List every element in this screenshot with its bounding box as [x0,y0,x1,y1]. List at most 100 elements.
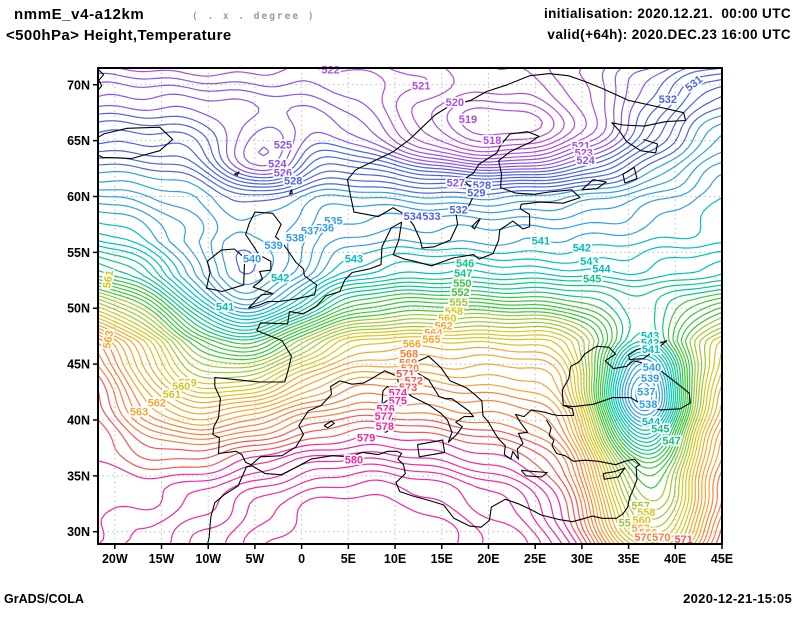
contour-label: 561 [101,269,116,289]
contour-label: 570 [401,363,419,375]
contour-label: 580 [345,455,363,467]
contour-label: 574 [389,388,408,400]
contour-label: 563 [130,407,148,419]
contour-label: 546 [456,258,474,270]
contour-label: 523 [575,147,593,159]
y-tick-label: 40N [67,413,90,427]
y-tick-label: 70N [67,78,90,92]
contour-label: 571 [396,369,414,381]
contour-label: 564 [424,327,443,339]
coastline-path [602,467,626,480]
contour-label: 547 [454,268,472,280]
model-title: nmmE_v4-a12km [14,6,145,23]
contour-label: 540 [243,254,261,266]
contour-label: 563 [632,523,650,535]
contour-label: 543 [345,254,363,266]
contour-label: 577 [375,411,393,423]
coastline-path [234,171,240,176]
contour-label: 544 [592,264,611,276]
coastline-path [622,166,638,184]
contour-label: 522 [321,65,339,77]
coastline-path [416,439,446,458]
contour-label: 544 [642,417,661,429]
contour-label: 569 [399,357,417,369]
contour-label: 541 [642,344,660,356]
coastline-path [98,126,174,160]
x-tick-label: 0 [298,552,305,566]
valid-time-label: valid(+64h): 2020.DEC.23 16:00 UTC [547,27,791,42]
y-tick-label: 35N [67,469,90,483]
contour-label: 579 [357,432,375,444]
grads-credit: GrADS/COLA [4,592,84,606]
contour-label: 558 [445,306,463,318]
x-tick-label: 10W [195,552,221,566]
coastline-path [520,469,548,478]
contour-label: 560 [438,313,456,325]
contour-label: 537 [301,226,319,238]
contour-label: 555 [449,297,467,309]
contour-label: 573 [399,382,417,394]
contour-label: 568 [400,349,418,361]
x-tick-label: 25E [524,552,546,566]
coastline-path [245,211,318,309]
contour-label: 537 [637,387,655,399]
x-tick-label: 15W [149,552,175,566]
contour-label: 533 [422,211,440,223]
init-time-label: initialisation: 2020.12.21. 00:00 UTC [543,6,791,21]
contour-label: 535 [324,216,342,228]
contour-label: 559 [178,378,196,390]
contour-label: 526 [274,168,292,180]
x-tick-label: 30E [571,552,593,566]
y-tick-label: 55N [67,246,90,260]
contour-label: 572 [405,375,423,387]
contour-label: 543 [641,331,659,343]
contour-label: 560 [172,381,190,393]
contour-label: 519 [459,114,477,126]
creation-timestamp: 2020-12-21-15:05 [683,591,792,606]
y-tick-label: 50N [67,302,90,316]
coastline-path [323,420,335,429]
contour-label: 541 [532,236,550,248]
contour-label: 561 [163,389,181,401]
contour-label: 527 [447,178,465,190]
contour-label: 532 [449,204,467,216]
x-tick-label: 40E [664,552,686,566]
coastline-path [581,179,607,191]
coastline-path [471,218,481,230]
contour-label: 543 [580,256,598,268]
contour-label: 576 [377,403,395,415]
coastline-path [250,355,575,466]
coastline-path [377,404,393,433]
contour-label: 545 [583,274,601,286]
contour-label: 542 [271,273,289,285]
contour-label: 521 [572,141,590,153]
contour-label: 562 [434,321,452,333]
coastline-path [212,73,687,466]
contour-label: 538 [639,399,657,411]
contour-label: 534 [404,211,423,223]
contour-label: 542 [641,337,659,349]
coastline-path [205,248,246,293]
contour-label: 566 [403,338,421,350]
contour-label: 545 [651,423,669,435]
x-tick-label: 20W [102,552,128,566]
contour-label: 529 [467,188,485,200]
contour-label: 528 [473,180,491,192]
coastline-path [381,385,391,405]
contour-label: 578 [376,421,394,433]
contour-label: 520 [446,97,464,109]
contour-label: 565 [422,334,440,346]
x-tick-label: 35E [617,552,639,566]
y-tick-label: 60N [67,190,90,204]
y-tick-label: 45N [67,358,90,372]
contour-label: 525 [274,140,292,152]
axes: 20W 15W 10W 5W 0 5E 10E 15E 20E 25E 30E 35E 40E 45E 30… [67,67,733,566]
x-tick-label: 20E [477,552,499,566]
contour-label: 521 [412,80,430,92]
contour-label: 541 [216,302,234,314]
contour-label: 558 [637,507,655,519]
coastlines [98,68,691,544]
contour-label: 536 [316,222,334,234]
